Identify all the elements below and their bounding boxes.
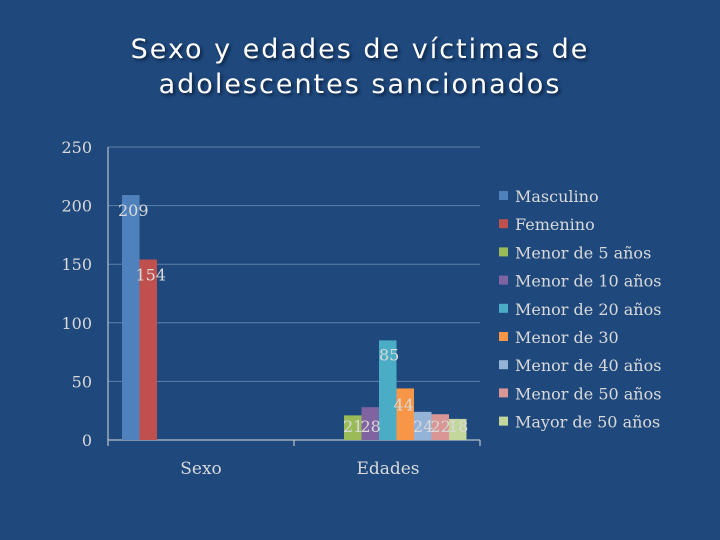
bar-menor-de-50-años bbox=[431, 414, 449, 440]
legend-swatch bbox=[499, 416, 508, 426]
legend-label: Femenino bbox=[515, 215, 595, 234]
data-label: 28 bbox=[361, 417, 381, 436]
legend-swatch bbox=[499, 275, 508, 285]
y-tick-label: 200 bbox=[61, 197, 92, 216]
legend-swatch bbox=[499, 219, 508, 229]
axes: 0 50 100 150 200 250 Sexo Edades bbox=[61, 138, 481, 479]
title-line-1: Sexo y edades de víctimas de bbox=[130, 34, 590, 65]
bar-mayor-de-50-años bbox=[449, 418, 467, 440]
bar-menor-de-10-años bbox=[361, 407, 379, 440]
bar-masculino bbox=[122, 195, 140, 440]
legend-swatch bbox=[499, 360, 508, 370]
bar-menor-de-30 bbox=[396, 388, 414, 440]
legend-label: Menor de 40 años bbox=[515, 356, 661, 375]
grid-lines bbox=[108, 146, 480, 382]
bar-menor-de-40-años bbox=[414, 411, 432, 440]
y-tick-label: 50 bbox=[72, 372, 92, 391]
bar-menor-de-20-años bbox=[379, 340, 397, 440]
data-label: 22 bbox=[431, 417, 451, 436]
data-label: 21 bbox=[343, 417, 363, 436]
data-label: 209 bbox=[118, 201, 149, 220]
slide-title: Sexo y edades de víctimas de adolescente… bbox=[0, 32, 720, 102]
legend-swatch bbox=[499, 303, 508, 313]
legend-swatch bbox=[499, 388, 508, 398]
legend-label: Menor de 10 años bbox=[515, 272, 661, 291]
y-tick-label: 100 bbox=[61, 314, 92, 333]
legend-swatch bbox=[499, 247, 508, 257]
bar-femenino bbox=[139, 259, 157, 440]
x-tick-label: Sexo bbox=[180, 459, 222, 479]
legend-swatch bbox=[499, 332, 508, 341]
legend-label: Menor de 30 bbox=[515, 328, 619, 347]
bars bbox=[122, 195, 467, 440]
data-label: 154 bbox=[136, 266, 167, 285]
data-label: 18 bbox=[448, 417, 468, 436]
bar-menor-de-5-años bbox=[344, 415, 362, 440]
title-line-2: adolescentes sancionados bbox=[158, 69, 562, 100]
legend: Masculino Femenino Menor de 5 años Menor de… bbox=[499, 187, 661, 432]
x-tick-label: Edades bbox=[356, 459, 419, 479]
legend-label: Menor de 50 años bbox=[515, 384, 661, 403]
data-label: 24 bbox=[413, 417, 433, 436]
legend-label: Mayor de 50 años bbox=[515, 413, 660, 432]
legend-label: Menor de 5 años bbox=[515, 243, 651, 262]
legend-swatch bbox=[499, 191, 508, 200]
y-tick-label: 0 bbox=[82, 431, 92, 450]
y-tick-label: 150 bbox=[61, 255, 92, 274]
data-label: 44 bbox=[394, 395, 414, 414]
data-label: 85 bbox=[379, 345, 399, 364]
legend-label: Masculino bbox=[515, 187, 599, 206]
y-tick-label: 250 bbox=[61, 138, 92, 157]
legend-label: Menor de 20 años bbox=[515, 300, 661, 319]
